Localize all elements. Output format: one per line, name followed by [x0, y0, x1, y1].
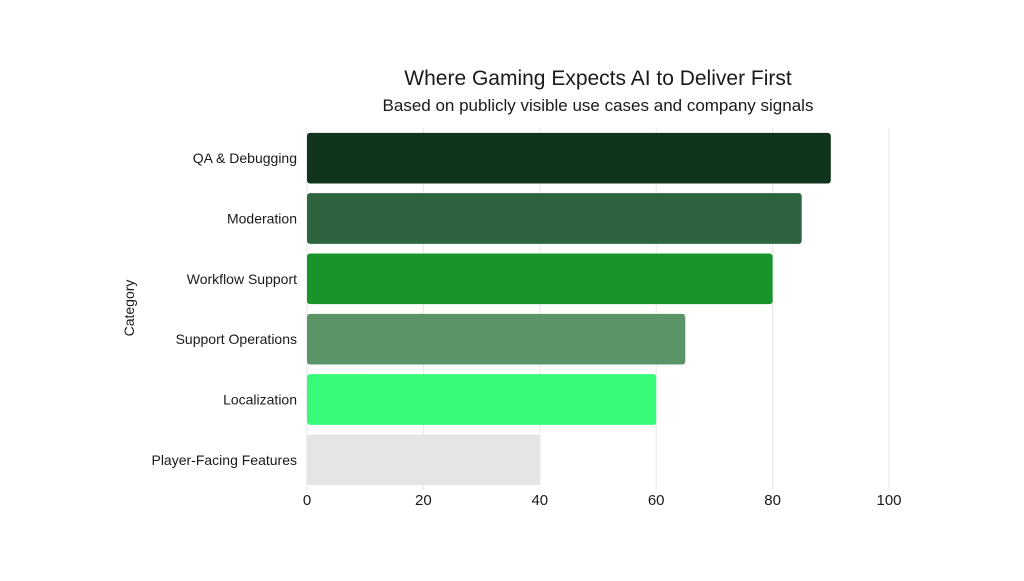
category-label: Localization — [223, 392, 297, 408]
category-label: QA & Debugging — [193, 150, 297, 166]
x-tick-label: 0 — [303, 492, 311, 509]
bar — [307, 434, 540, 486]
x-tick-label: 100 — [876, 492, 901, 509]
x-tick-label: 60 — [648, 492, 665, 509]
bar — [307, 374, 657, 425]
y-axis-label: Category — [121, 280, 137, 337]
x-tick-label: 80 — [764, 492, 781, 509]
grid-lines — [306, 128, 890, 490]
chart-subtitle: Based on publicly visible use cases and … — [383, 96, 814, 115]
category-label: Moderation — [227, 211, 297, 227]
x-tick-labels: 0 20 40 60 80 100 — [303, 492, 902, 509]
category-label: Player-Facing Features — [151, 452, 297, 468]
bar — [307, 132, 831, 184]
bar — [307, 193, 802, 244]
x-tick-label: 20 — [415, 492, 432, 509]
category-label: Workflow Support — [187, 271, 297, 287]
bar — [307, 313, 686, 365]
bars — [307, 132, 831, 486]
category-label: Support Operations — [176, 331, 297, 347]
bar — [307, 253, 773, 305]
category-labels: QA & Debugging Moderation Workflow Support… — [151, 150, 297, 468]
chart-title: Where Gaming Expects AI to Deliver First — [404, 67, 792, 90]
x-tick-label: 40 — [531, 492, 548, 509]
